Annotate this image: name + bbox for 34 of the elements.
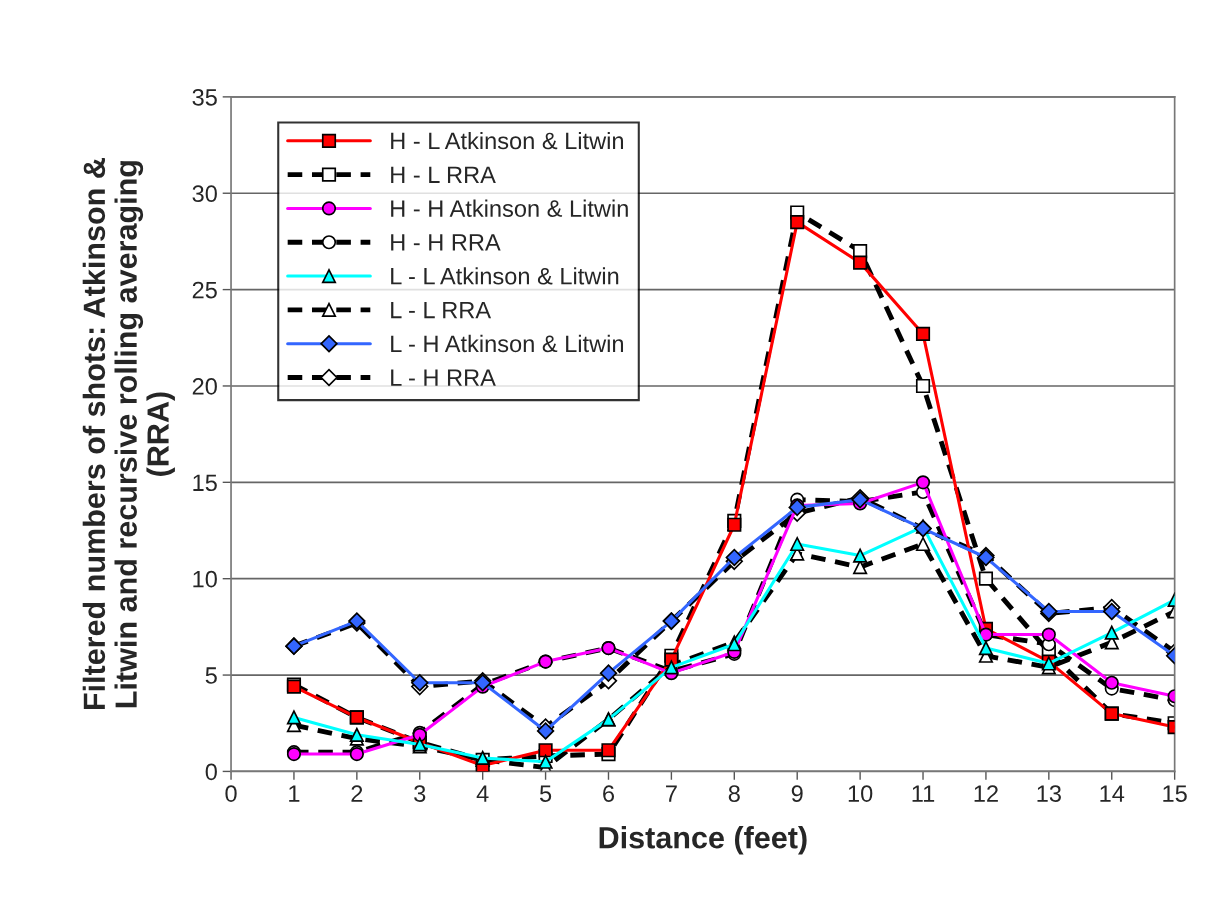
x-tick-label: 10 xyxy=(848,785,873,802)
y-tick-label: 20 xyxy=(192,378,217,395)
x-tick-label: 0 xyxy=(225,785,237,802)
legend-label: H - L Atkinson & Litwin xyxy=(391,131,624,150)
y-tick-label: 0 xyxy=(205,763,217,781)
legend-label: H - H Atkinson & Litwin xyxy=(391,199,628,217)
legend-label: L - L RRA xyxy=(391,301,492,319)
legend-label: L - H RRA xyxy=(391,369,496,386)
y-tick-label: 35 xyxy=(192,88,217,106)
y-tick-label: 30 xyxy=(192,185,217,203)
x-tick-label: 6 xyxy=(603,785,615,802)
legend-label: L - H Atkinson & Litwin xyxy=(391,334,624,353)
x-tick-label: 2 xyxy=(351,785,363,802)
legend-label: H - L RRA xyxy=(391,166,496,183)
y-axis-title: Filtered numbers of shots: Atkinson & Litwin and recursive rolling averaging (RRA) xyxy=(82,158,175,710)
x-tick-label: 11 xyxy=(912,785,935,802)
x-tick-label: 9 xyxy=(791,785,803,802)
x-tick-label: 3 xyxy=(414,785,426,802)
y-tick-label: 5 xyxy=(205,667,217,684)
x-tick-label: 8 xyxy=(728,785,740,802)
x-tick-label: 15 xyxy=(1163,785,1187,802)
x-tick-label: 14 xyxy=(1100,785,1125,802)
y-tick-label: 25 xyxy=(192,281,217,299)
x-tick-label: 12 xyxy=(974,785,998,802)
x-axis-title: Distance (feet) xyxy=(599,826,807,855)
x-tick-label: 7 xyxy=(666,785,677,802)
y-tick-label: 10 xyxy=(193,570,217,588)
x-tick-label: 1 xyxy=(289,785,300,802)
y-tick-label: 15 xyxy=(193,474,217,492)
legend-label: H - H RRA xyxy=(391,234,501,251)
x-tick-label: 4 xyxy=(476,785,489,802)
legend-label: L - L Atkinson & Litwin xyxy=(391,267,619,285)
x-tick-label: 13 xyxy=(1037,785,1061,802)
x-tick-label: 5 xyxy=(539,785,552,802)
